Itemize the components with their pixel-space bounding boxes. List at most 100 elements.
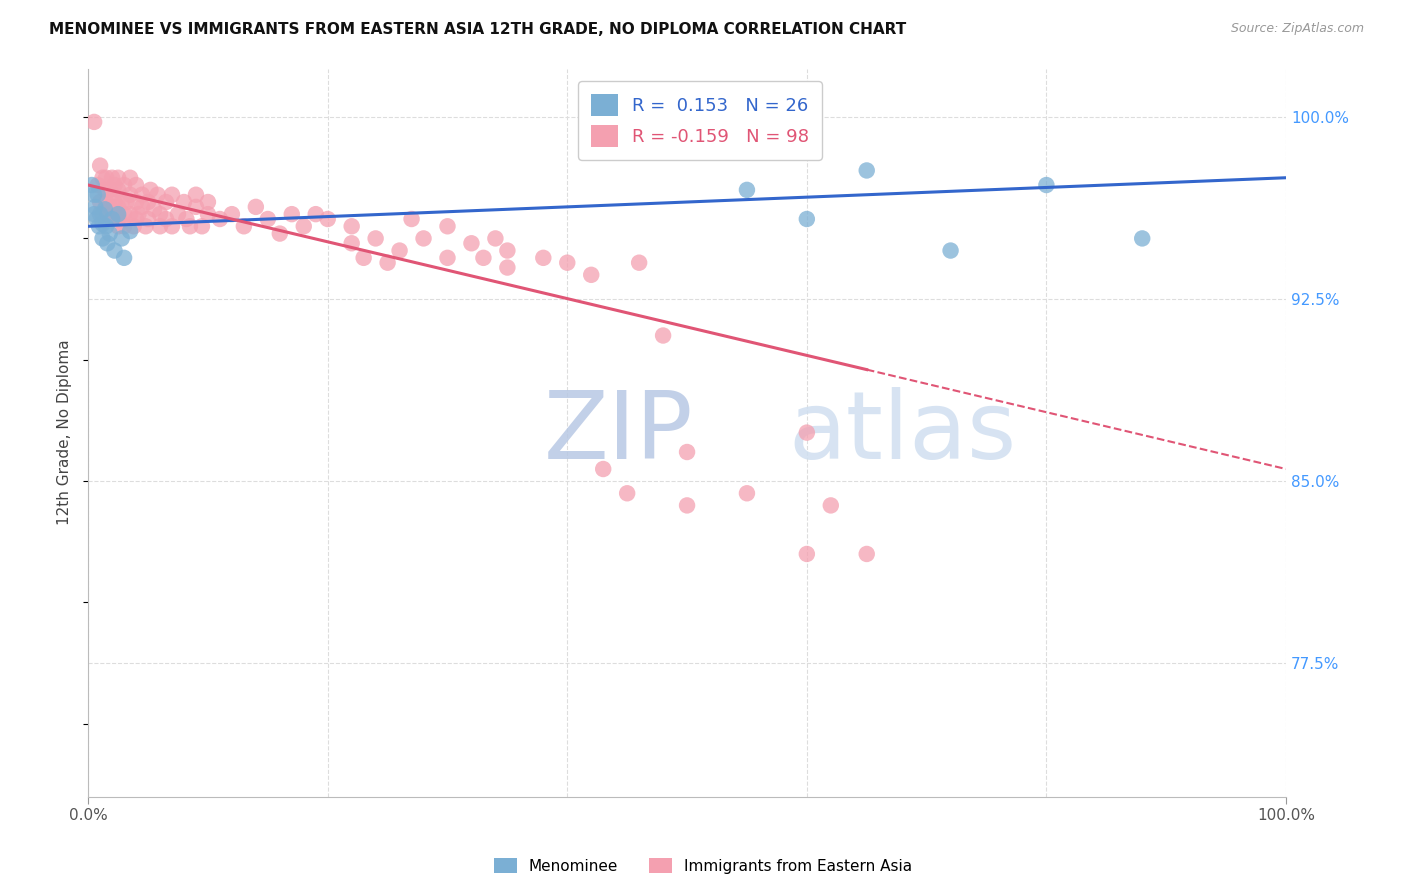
Point xyxy=(377,256,399,270)
Point xyxy=(555,256,578,270)
Point xyxy=(83,115,105,129)
Point xyxy=(105,207,128,221)
Point xyxy=(89,194,111,209)
Point xyxy=(292,219,315,234)
Point xyxy=(120,170,142,185)
Point xyxy=(855,163,877,178)
Text: MENOMINEE VS IMMIGRANTS FROM EASTERN ASIA 12TH GRADE, NO DIPLOMA CORRELATION CHA: MENOMINEE VS IMMIGRANTS FROM EASTERN ASI… xyxy=(49,22,907,37)
Point xyxy=(103,244,125,258)
Point xyxy=(120,224,142,238)
Y-axis label: 12th Grade, No Diploma: 12th Grade, No Diploma xyxy=(58,340,72,525)
Point xyxy=(125,212,148,227)
Point xyxy=(89,207,111,221)
Point xyxy=(84,200,107,214)
Point xyxy=(412,231,434,245)
Point xyxy=(107,207,129,221)
Point xyxy=(91,217,114,231)
Point xyxy=(197,207,219,221)
Point xyxy=(94,170,117,185)
Point xyxy=(87,219,110,234)
Point xyxy=(256,212,278,227)
Point xyxy=(101,212,124,227)
Point xyxy=(108,212,131,227)
Point xyxy=(112,178,135,192)
Point xyxy=(94,194,117,209)
Point xyxy=(96,236,118,251)
Point xyxy=(103,194,125,209)
Point xyxy=(135,219,157,234)
Point xyxy=(616,486,638,500)
Point xyxy=(796,425,818,440)
Point xyxy=(89,159,111,173)
Text: ZIP: ZIP xyxy=(543,386,693,479)
Legend: R =  0.153   N = 26, R = -0.159   N = 98: R = 0.153 N = 26, R = -0.159 N = 98 xyxy=(578,81,821,160)
Point xyxy=(91,170,114,185)
Text: Source: ZipAtlas.com: Source: ZipAtlas.com xyxy=(1230,22,1364,36)
Point xyxy=(107,170,129,185)
Point xyxy=(939,244,962,258)
Point xyxy=(131,200,153,214)
Point xyxy=(98,200,121,214)
Point xyxy=(101,170,124,185)
Point xyxy=(652,328,675,343)
Point xyxy=(388,244,411,258)
Point xyxy=(167,207,190,221)
Point xyxy=(111,194,134,209)
Point xyxy=(436,219,458,234)
Point xyxy=(120,207,142,221)
Point xyxy=(136,212,159,227)
Point xyxy=(91,207,114,221)
Point xyxy=(496,260,519,275)
Point xyxy=(94,183,117,197)
Point xyxy=(796,547,818,561)
Point xyxy=(208,212,231,227)
Point xyxy=(173,194,195,209)
Point xyxy=(107,219,129,234)
Point xyxy=(87,187,110,202)
Point xyxy=(316,212,339,227)
Point xyxy=(160,219,183,234)
Point xyxy=(460,236,482,251)
Point xyxy=(112,251,135,265)
Point xyxy=(101,187,124,202)
Point xyxy=(103,178,125,192)
Point xyxy=(149,207,172,221)
Point xyxy=(139,183,162,197)
Point xyxy=(305,207,328,221)
Point xyxy=(484,231,506,245)
Point xyxy=(111,231,134,245)
Point xyxy=(1130,231,1153,245)
Point xyxy=(101,212,124,227)
Point xyxy=(855,547,877,561)
Point xyxy=(401,212,423,227)
Point xyxy=(531,251,554,265)
Point xyxy=(91,231,114,245)
Point xyxy=(120,187,142,202)
Point xyxy=(496,244,519,258)
Point xyxy=(735,183,758,197)
Point xyxy=(676,445,699,459)
Point xyxy=(86,212,108,227)
Point xyxy=(98,227,121,241)
Point xyxy=(87,178,110,192)
Point xyxy=(83,187,105,202)
Point xyxy=(112,219,135,234)
Point xyxy=(472,251,495,265)
Point xyxy=(197,194,219,209)
Point xyxy=(131,187,153,202)
Point xyxy=(83,207,105,221)
Point xyxy=(628,256,651,270)
Point xyxy=(127,207,149,221)
Point xyxy=(149,219,172,234)
Point xyxy=(107,200,129,214)
Point xyxy=(221,207,243,221)
Point xyxy=(592,462,614,476)
Point xyxy=(184,200,207,214)
Point xyxy=(94,219,117,234)
Point xyxy=(184,187,207,202)
Point xyxy=(122,219,145,234)
Point xyxy=(155,194,177,209)
Point xyxy=(191,219,214,234)
Point xyxy=(107,183,129,197)
Point xyxy=(281,207,304,221)
